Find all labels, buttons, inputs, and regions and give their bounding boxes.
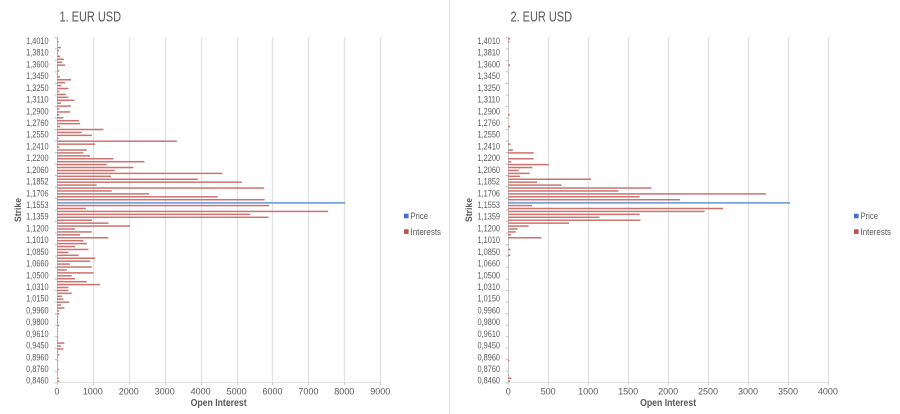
- svg-text:0,8760: 0,8760: [26, 364, 49, 374]
- svg-text:6000: 6000: [262, 386, 282, 396]
- svg-text:8000: 8000: [334, 386, 354, 396]
- svg-text:1500: 1500: [618, 386, 638, 396]
- svg-text:1,2410: 1,2410: [478, 141, 501, 151]
- svg-text:1,4010: 1,4010: [26, 36, 49, 46]
- svg-text:Price: Price: [861, 211, 879, 221]
- svg-text:Open Interest: Open Interest: [191, 398, 248, 409]
- svg-text:500: 500: [541, 386, 556, 396]
- svg-text:3500: 3500: [778, 386, 798, 396]
- svg-text:0,8460: 0,8460: [26, 376, 49, 386]
- svg-text:1,1553: 1,1553: [26, 200, 49, 210]
- svg-text:0,9610: 0,9610: [478, 329, 501, 339]
- svg-text:1,1010: 1,1010: [478, 235, 501, 245]
- svg-text:0,9450: 0,9450: [26, 341, 49, 351]
- svg-text:1,0150: 1,0150: [26, 294, 49, 304]
- svg-text:1,3450: 1,3450: [26, 71, 49, 81]
- svg-text:1,0850: 1,0850: [478, 247, 501, 257]
- svg-text:1,1553: 1,1553: [478, 200, 501, 210]
- svg-text:Interests: Interests: [861, 227, 892, 237]
- svg-text:0,9960: 0,9960: [478, 305, 501, 315]
- svg-text:1,1010: 1,1010: [26, 235, 49, 245]
- svg-text:1,0660: 1,0660: [478, 259, 501, 269]
- svg-text:2500: 2500: [698, 386, 718, 396]
- svg-text:1,2060: 1,2060: [26, 165, 49, 175]
- svg-text:2000: 2000: [119, 386, 139, 396]
- svg-text:3000: 3000: [738, 386, 758, 396]
- svg-text:1,1706: 1,1706: [478, 188, 501, 198]
- svg-text:0,9800: 0,9800: [26, 317, 49, 327]
- svg-text:Strike: Strike: [464, 198, 475, 222]
- svg-text:1,1359: 1,1359: [478, 212, 501, 222]
- svg-text:1,3110: 1,3110: [478, 95, 501, 105]
- svg-text:1,3810: 1,3810: [478, 48, 501, 58]
- svg-text:1,3600: 1,3600: [26, 59, 49, 69]
- svg-text:1,3450: 1,3450: [478, 71, 501, 81]
- svg-text:1. EUR USD: 1. EUR USD: [60, 10, 122, 26]
- svg-text:1,3250: 1,3250: [478, 83, 501, 93]
- svg-text:1,1200: 1,1200: [478, 223, 501, 233]
- svg-text:0,9610: 0,9610: [26, 329, 49, 339]
- svg-text:0,9960: 0,9960: [26, 305, 49, 315]
- svg-text:1,3110: 1,3110: [26, 95, 49, 105]
- svg-text:2000: 2000: [658, 386, 678, 396]
- svg-text:Open Interest: Open Interest: [640, 398, 697, 409]
- svg-text:1,2200: 1,2200: [26, 153, 49, 163]
- svg-text:1,4010: 1,4010: [478, 36, 501, 46]
- svg-text:3000: 3000: [155, 386, 175, 396]
- svg-text:0,9450: 0,9450: [478, 341, 501, 351]
- svg-text:1,0500: 1,0500: [478, 270, 501, 280]
- svg-text:1,3810: 1,3810: [26, 48, 49, 58]
- svg-text:Price: Price: [411, 211, 429, 221]
- svg-text:1,1706: 1,1706: [26, 188, 49, 198]
- svg-text:4000: 4000: [191, 386, 211, 396]
- svg-text:1,2060: 1,2060: [478, 165, 501, 175]
- svg-text:0,8460: 0,8460: [478, 376, 501, 386]
- svg-text:1,0150: 1,0150: [478, 294, 501, 304]
- svg-text:1,2550: 1,2550: [478, 130, 501, 140]
- svg-text:0: 0: [506, 386, 511, 396]
- svg-text:0,8760: 0,8760: [478, 364, 501, 374]
- svg-text:1,2200: 1,2200: [478, 153, 501, 163]
- svg-text:1,2550: 1,2550: [26, 130, 49, 140]
- svg-text:1,2900: 1,2900: [478, 106, 501, 116]
- svg-text:1,2760: 1,2760: [478, 118, 501, 128]
- svg-text:1,0500: 1,0500: [26, 270, 49, 280]
- svg-text:1,1200: 1,1200: [26, 223, 49, 233]
- svg-text:1,0850: 1,0850: [26, 247, 49, 257]
- svg-text:0,8960: 0,8960: [478, 352, 501, 362]
- svg-text:Interests: Interests: [411, 227, 442, 237]
- svg-text:1,1359: 1,1359: [26, 212, 49, 222]
- svg-text:9000: 9000: [370, 386, 390, 396]
- svg-text:5000: 5000: [227, 386, 247, 396]
- svg-text:1,2900: 1,2900: [26, 106, 49, 116]
- svg-text:7000: 7000: [298, 386, 318, 396]
- svg-text:1,0310: 1,0310: [26, 282, 49, 292]
- svg-text:1,3250: 1,3250: [26, 83, 49, 93]
- svg-text:1000: 1000: [578, 386, 598, 396]
- svg-text:1,3600: 1,3600: [478, 59, 501, 69]
- svg-text:0,9800: 0,9800: [478, 317, 501, 327]
- svg-text:1,2410: 1,2410: [26, 141, 49, 151]
- svg-text:1,2760: 1,2760: [26, 118, 49, 128]
- svg-text:1,0660: 1,0660: [26, 259, 49, 269]
- svg-text:1,0310: 1,0310: [478, 282, 501, 292]
- svg-text:Strike: Strike: [13, 198, 24, 222]
- svg-text:1,1852: 1,1852: [478, 177, 501, 187]
- svg-text:1000: 1000: [83, 386, 103, 396]
- svg-text:4000: 4000: [818, 386, 838, 396]
- svg-text:0,8960: 0,8960: [26, 352, 49, 362]
- svg-text:1,1852: 1,1852: [26, 177, 49, 187]
- svg-text:0: 0: [54, 386, 59, 396]
- svg-text:2. EUR USD: 2. EUR USD: [511, 10, 573, 26]
